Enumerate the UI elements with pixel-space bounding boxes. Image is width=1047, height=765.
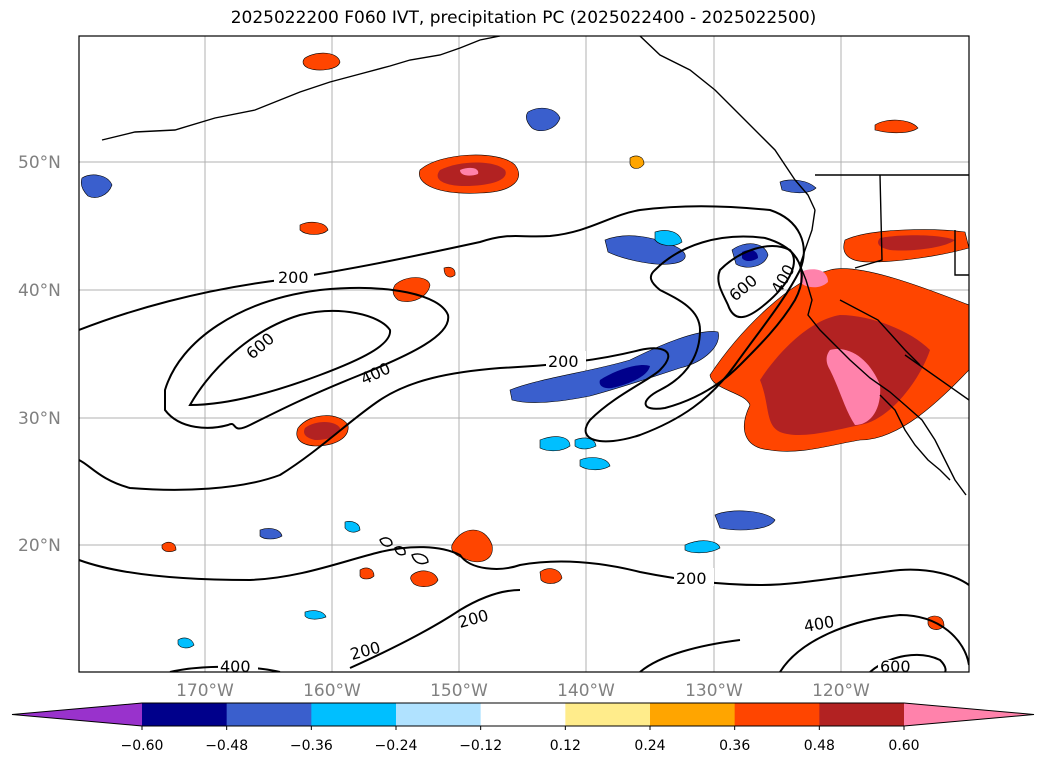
map-frame (78, 35, 970, 673)
contour-label-600-c: 600 (880, 657, 911, 676)
coastline-aleutians (101, 36, 501, 141)
precip-neg-blob-7 (684, 540, 721, 554)
colorbar-extension-high (904, 703, 1034, 726)
precip-blob-gulf-peak (460, 167, 479, 176)
precip-blob-small4 (359, 567, 375, 580)
precip-neg-blob-band (509, 331, 719, 403)
lat-label-40n: 40°N (18, 281, 61, 301)
coastline-hawaii-2 (394, 546, 406, 556)
contour-label-200-b: 200 (548, 352, 579, 371)
lat-label-20n: 20°N (18, 536, 61, 556)
contour-200-south2 (349, 589, 521, 669)
precip-neg-blob-6 (714, 510, 776, 531)
contour-label-200-c: 200 (676, 569, 707, 588)
contour-200-se-edge (639, 639, 741, 672)
lon-label-170w: 170°W (176, 681, 234, 701)
border-state-1 (839, 299, 921, 366)
coastline-west-coast (799, 209, 967, 496)
precip-blob-small1 (299, 221, 329, 235)
precip-blob-small5 (874, 119, 919, 134)
precip-negative-areas (80, 107, 817, 649)
border-state-4 (954, 230, 969, 276)
precip-neg-blob-2 (80, 174, 113, 198)
colorbar-segment (565, 703, 651, 726)
lat-label-50n: 50°N (18, 153, 61, 173)
precip-blob-coast-ne-core (878, 235, 955, 251)
colorbar-segment (226, 703, 312, 726)
colorbar-tick-label: −0.48 (205, 738, 248, 754)
precip-neg-blob-12 (304, 610, 327, 620)
precip-neg-blob-4 (654, 230, 683, 246)
map-title: 2025022200 F060 IVT, precipitation PC (2… (230, 8, 817, 28)
colorbar-segment (311, 703, 397, 726)
colorbar-segment (142, 703, 228, 726)
gridlines (79, 36, 969, 672)
precip-blob-small3 (629, 155, 645, 169)
colorbar-segment (650, 703, 736, 726)
contour-400-se (779, 613, 969, 672)
colorbar-segment (396, 703, 482, 726)
latitude-labels: 50°N 40°N 30°N 20°N (18, 153, 61, 556)
precip-neg-blob-9 (574, 437, 597, 450)
precip-neg-blob-1 (526, 107, 561, 131)
colorbar-tick-label: 0.12 (550, 738, 581, 754)
colorbar-segment (819, 703, 905, 726)
precip-neg-blob-15 (344, 521, 361, 533)
colorbar-tick-label: −0.60 (121, 738, 164, 754)
precip-neg-blob-11 (259, 528, 283, 540)
coastlines (101, 36, 969, 565)
colorbar-extension-low (12, 703, 142, 726)
precip-neg-blob-10 (579, 457, 611, 471)
precip-blob-mid2-core (304, 422, 340, 440)
colorbar-tick-label: −0.12 (459, 738, 502, 754)
contour-600-west (188, 309, 392, 407)
contour-600-coast (717, 245, 795, 319)
coastline-baja (879, 394, 951, 481)
lon-label-150w: 150°W (430, 681, 488, 701)
precip-blob-small7 (161, 541, 177, 553)
precip-neg-blob-14 (779, 179, 817, 194)
colorbar: −0.60 −0.48 −0.36 −0.24 −0.12 0.12 0.24 0.36 0.4… (11, 702, 1035, 754)
precip-blob-california-peak (826, 349, 881, 425)
lon-label-160w: 160°W (303, 681, 361, 701)
colorbar-tick-label: 0.48 (804, 738, 835, 754)
lon-label-140w: 140°W (557, 681, 615, 701)
contour-400-west (164, 287, 450, 430)
contour-200-main (79, 205, 805, 491)
ivt-contours (79, 205, 969, 672)
precip-blob-south3 (539, 568, 563, 584)
precip-neg-blob-8 (539, 436, 571, 452)
colorbar-tick-label: 0.60 (888, 738, 919, 754)
colorbar-segment (480, 703, 566, 726)
precip-blob-north1 (302, 52, 341, 71)
coastline-hawaii-3 (411, 553, 429, 565)
colorbar-tick-label: 0.36 (719, 738, 750, 754)
precip-neg-blob-band-core (599, 364, 650, 389)
lon-label-120w: 120°W (812, 681, 870, 701)
contour-label-200-a: 200 (278, 268, 309, 287)
colorbar-tick-label: 0.24 (634, 738, 665, 754)
precip-positive-areas (161, 52, 969, 630)
contour-label-400-d: 400 (220, 657, 251, 676)
precip-blob-south2 (410, 570, 439, 587)
border-state-2 (854, 174, 883, 269)
coastline-hawaii-1 (379, 537, 393, 547)
colorbar-tick-label: −0.36 (290, 738, 333, 754)
longitude-labels: 170°W 160°W 150°W 140°W 130°W 120°W (176, 681, 870, 701)
colorbar-tick-label: −0.24 (375, 738, 418, 754)
coastline-alaska-panhandle (639, 36, 816, 211)
lat-label-30n: 30°N (18, 409, 61, 429)
precip-blob-small2 (443, 266, 456, 278)
precip-neg-blob-13 (177, 637, 195, 649)
contour-200-south (79, 546, 969, 587)
border-state-3 (904, 354, 969, 401)
lon-label-130w: 130°W (685, 681, 743, 701)
colorbar-segment (734, 703, 820, 726)
contour-400-coast (644, 235, 803, 410)
